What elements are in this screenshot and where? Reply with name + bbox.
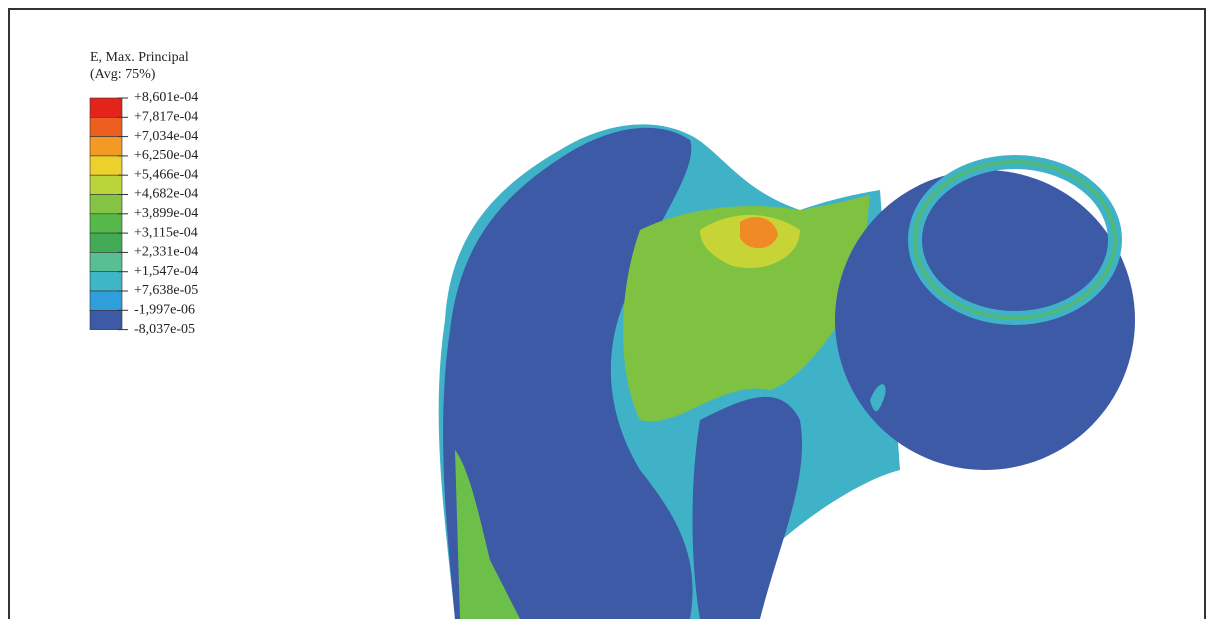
legend-swatch <box>89 117 123 137</box>
legend: E, Max. Principal (Avg: 75%) +8,601e-04 +… <box>89 50 198 337</box>
legend-label: +2,331e-04 <box>134 245 198 260</box>
legend-label: +7,034e-04 <box>134 129 198 144</box>
legend-swatch <box>89 136 123 157</box>
legend-swatch <box>89 290 123 311</box>
legend-label: +3,115e-04 <box>134 225 198 240</box>
legend-label: +3,899e-04 <box>134 206 198 221</box>
legend-label: +7,638e-05 <box>134 283 198 298</box>
legend-label: +1,547e-04 <box>134 264 198 279</box>
legend-swatch <box>89 155 123 176</box>
legend-label: +7,817e-04 <box>134 110 198 125</box>
legend-swatch <box>89 194 123 215</box>
legend-swatch <box>89 174 123 195</box>
legend-label: -1,997e-06 <box>134 303 195 318</box>
legend-swatch <box>89 271 123 292</box>
legend-label: +5,466e-04 <box>134 167 198 182</box>
legend-title: E, Max. Principal <box>90 50 189 65</box>
legend-label: +8,601e-04 <box>134 90 198 105</box>
frame <box>8 8 1206 619</box>
legend-label: -8,037e-05 <box>134 322 195 337</box>
legend-swatch <box>89 309 123 330</box>
femur-model <box>438 124 1135 619</box>
legend-label: +6,250e-04 <box>134 148 198 163</box>
legend-swatch <box>89 252 123 272</box>
legend-label: +4,682e-04 <box>134 187 198 202</box>
legend-swatch <box>89 97 123 118</box>
legend-subtitle: (Avg: 75%) <box>90 67 156 82</box>
legend-swatch <box>89 213 123 234</box>
legend-swatch <box>89 232 123 253</box>
